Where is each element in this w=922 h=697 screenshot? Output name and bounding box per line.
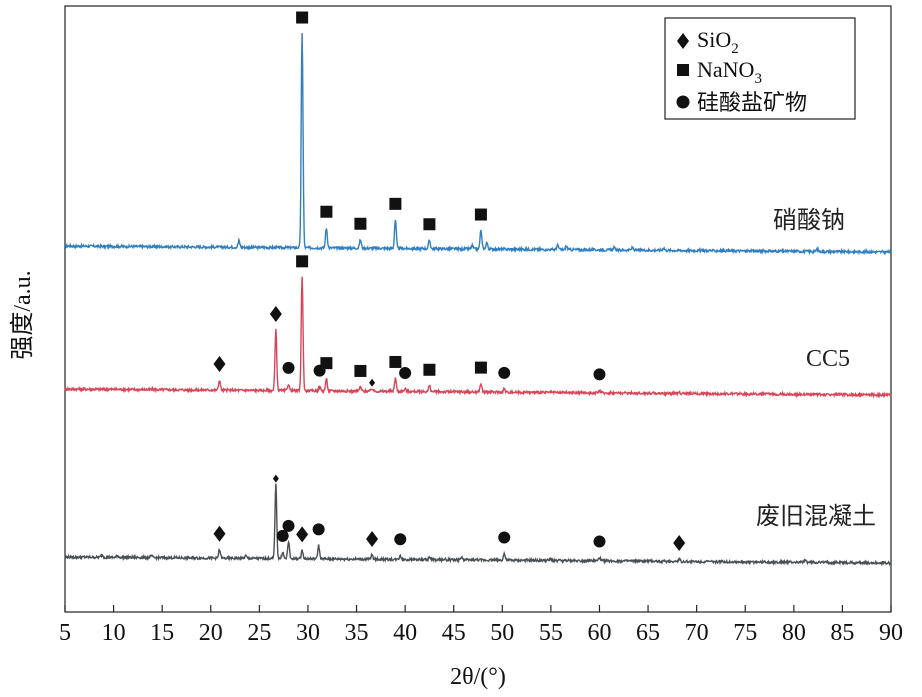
- peak-marker-square-0-0: [296, 11, 309, 24]
- series-labels: 硝酸钠 CC5 废旧混凝土: [756, 207, 876, 530]
- x-tick-label: 65: [636, 620, 660, 646]
- legend-diamond-icon: [677, 33, 689, 49]
- x-axis-ticks: 5 10 15 20 25 30 35 40 45 50 55 60 65 70 75 80 85 90: [59, 605, 903, 646]
- peak-marker-diamond-1-0: [213, 356, 226, 373]
- series-line-0: [64, 32, 892, 256]
- peak-marker-diamond-2-1: [272, 474, 279, 483]
- series-line-1: [64, 276, 892, 399]
- x-tick-label: 55: [539, 620, 563, 646]
- peak-marker-square-1-11: [474, 361, 487, 374]
- peak-marker-square-1-6: [354, 364, 367, 377]
- peak-marker-diamond-1-1: [269, 306, 282, 323]
- series-label-sodium-nitrate: 硝酸钠: [773, 207, 845, 234]
- peak-marker-circle-2-9: [593, 535, 606, 548]
- peak-marker-circle-2-8: [498, 531, 511, 544]
- x-tick-label: 35: [345, 620, 369, 646]
- peak-marker-circle-1-2: [282, 361, 295, 374]
- series-layer: [64, 32, 892, 567]
- series-line-2: [64, 483, 892, 567]
- peak-marker-circle-1-12: [498, 366, 511, 379]
- x-tick-label: 10: [102, 620, 126, 646]
- peak-marker-square-0-1: [320, 205, 333, 218]
- peak-marker-square-1-5: [320, 357, 333, 370]
- legend-label-silicate: 硅酸盐矿物: [697, 90, 807, 115]
- x-tick-label: 40: [393, 620, 417, 646]
- peak-marker-diamond-2-4: [296, 526, 309, 543]
- x-tick-label: 45: [442, 620, 466, 646]
- x-tick-label: 75: [733, 620, 757, 646]
- x-tick-label: 70: [685, 620, 709, 646]
- legend-label-sio2: SiO2: [697, 27, 739, 57]
- marker-layer: [213, 11, 686, 551]
- x-tick-label: 50: [490, 620, 514, 646]
- peak-marker-diamond-2-0: [213, 525, 226, 542]
- peak-marker-square-0-4: [423, 218, 436, 231]
- y-axis-title: 强度/a.u.: [9, 270, 36, 359]
- series-label-cc5: CC5: [806, 346, 850, 372]
- x-tick-label: 85: [830, 620, 854, 646]
- peak-marker-circle-1-9: [399, 366, 412, 379]
- x-axis-title: 2θ/(°): [450, 664, 506, 690]
- x-tick-label: 90: [879, 620, 903, 646]
- x-tick-label: 5: [59, 620, 71, 646]
- legend-circle-icon: [676, 95, 690, 109]
- legend-box: [664, 17, 856, 120]
- peak-marker-circle-2-2: [276, 529, 289, 542]
- plot-frame: [64, 5, 892, 613]
- x-tick-label: 15: [150, 620, 174, 646]
- series-label-waste-concrete: 废旧混凝土: [756, 503, 876, 530]
- peak-marker-square-1-8: [389, 355, 402, 368]
- peak-marker-square-1-10: [423, 363, 436, 376]
- x-tick-label: 30: [296, 620, 320, 646]
- peak-marker-circle-1-13: [593, 368, 606, 381]
- peak-marker-circle-2-3: [282, 519, 295, 532]
- peak-marker-circle-2-5: [312, 523, 325, 536]
- peak-marker-square-0-2: [354, 217, 367, 230]
- peak-marker-diamond-2-6: [366, 531, 379, 548]
- x-tick-label: 25: [247, 620, 271, 646]
- peak-marker-diamond-1-7: [369, 378, 376, 387]
- peak-marker-diamond-2-10: [673, 534, 686, 551]
- peak-marker-square-0-5: [474, 208, 487, 221]
- x-tick-label: 20: [199, 620, 223, 646]
- peak-marker-square-0-3: [389, 197, 402, 210]
- peak-marker-square-1-3: [296, 255, 309, 268]
- peak-marker-circle-2-7: [394, 533, 407, 546]
- legend-label-nano3: NaNO3: [697, 57, 762, 87]
- x-tick-label: 60: [587, 620, 611, 646]
- legend-square-icon: [677, 64, 689, 76]
- x-tick-label: 80: [782, 620, 806, 646]
- legend: SiO2 NaNO3 硅酸盐矿物: [664, 17, 856, 120]
